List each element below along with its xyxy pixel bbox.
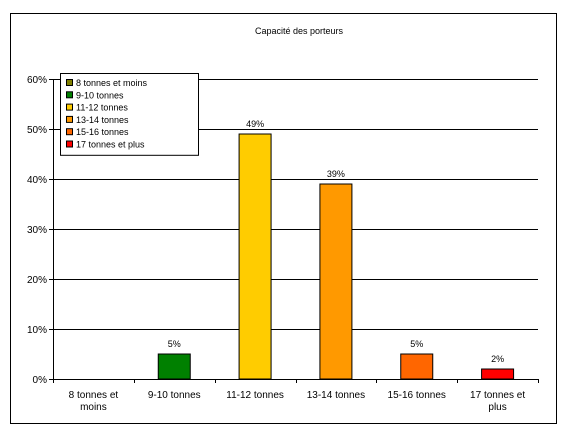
data-label: 39% [327,169,345,179]
chart-title: Capacité des porteurs [255,26,344,36]
y-tick-labels: 0% 10% 20% 30% 40% 50% 60% [27,75,47,386]
bar-17-tonnes-et-plus [481,368,515,380]
axes [49,79,539,383]
legend-label: 17 tonnes et plus [76,140,145,150]
legend-label: 8 tonnes et moins [76,78,148,88]
legend: 8 tonnes et moins 9-10 tonnes 11-12 tonnes… [60,73,199,156]
bar-9-10-tonnes [157,353,191,380]
legend-swatch [66,79,73,86]
y-tick-label: 10% [27,325,47,336]
data-label: 49% [246,119,264,129]
legend-label: 15-16 tonnes [76,127,129,137]
bars [157,133,515,380]
legend-swatch [66,103,73,111]
y-tick-label: 50% [27,125,47,136]
x-tick-label: 8 tonnes et [69,390,119,401]
y-tick-label: 30% [27,225,47,236]
chart-container: Capacité des porteurs 0% 10% 20% 30% 40% 50% 6… [10,13,557,424]
data-labels: 5% 49% 39% 5% 2% [168,119,504,364]
bar-13-14-tonnes [319,183,353,380]
legend-swatch [66,140,73,148]
x-tick-label: 15-16 tonnes [388,390,446,401]
data-label: 5% [168,339,181,349]
x-tick-label: 17 tonnes et [470,390,525,401]
legend-swatch [66,115,73,123]
y-tick-label: 0% [33,375,48,386]
x-tick-label: 11-12 tonnes [226,390,284,401]
bar-11-12-tonnes [238,133,272,380]
legend-swatch [66,91,73,99]
y-tick-label: 20% [27,275,47,286]
y-tick-label: 40% [27,175,47,186]
legend-label: 11-12 tonnes [76,103,128,113]
x-tick-label: 13-14 tonnes [307,390,365,401]
bar-chart: Capacité des porteurs 0% 10% 20% 30% 40% 50% 6… [27,26,539,413]
bar-15-16-tonnes [400,353,434,380]
legend-label: 13-14 tonnes [76,115,129,125]
x-tick-label: plus [488,402,506,413]
legend-box [60,73,199,156]
y-tick-label: 60% [27,75,47,86]
legend-swatch [66,128,73,136]
x-tick-label: moins [80,402,107,413]
data-label: 5% [410,339,423,349]
x-tick-label: 9-10 tonnes [148,390,201,401]
data-label: 2% [491,354,504,364]
legend-label: 9-10 tonnes [76,90,124,100]
